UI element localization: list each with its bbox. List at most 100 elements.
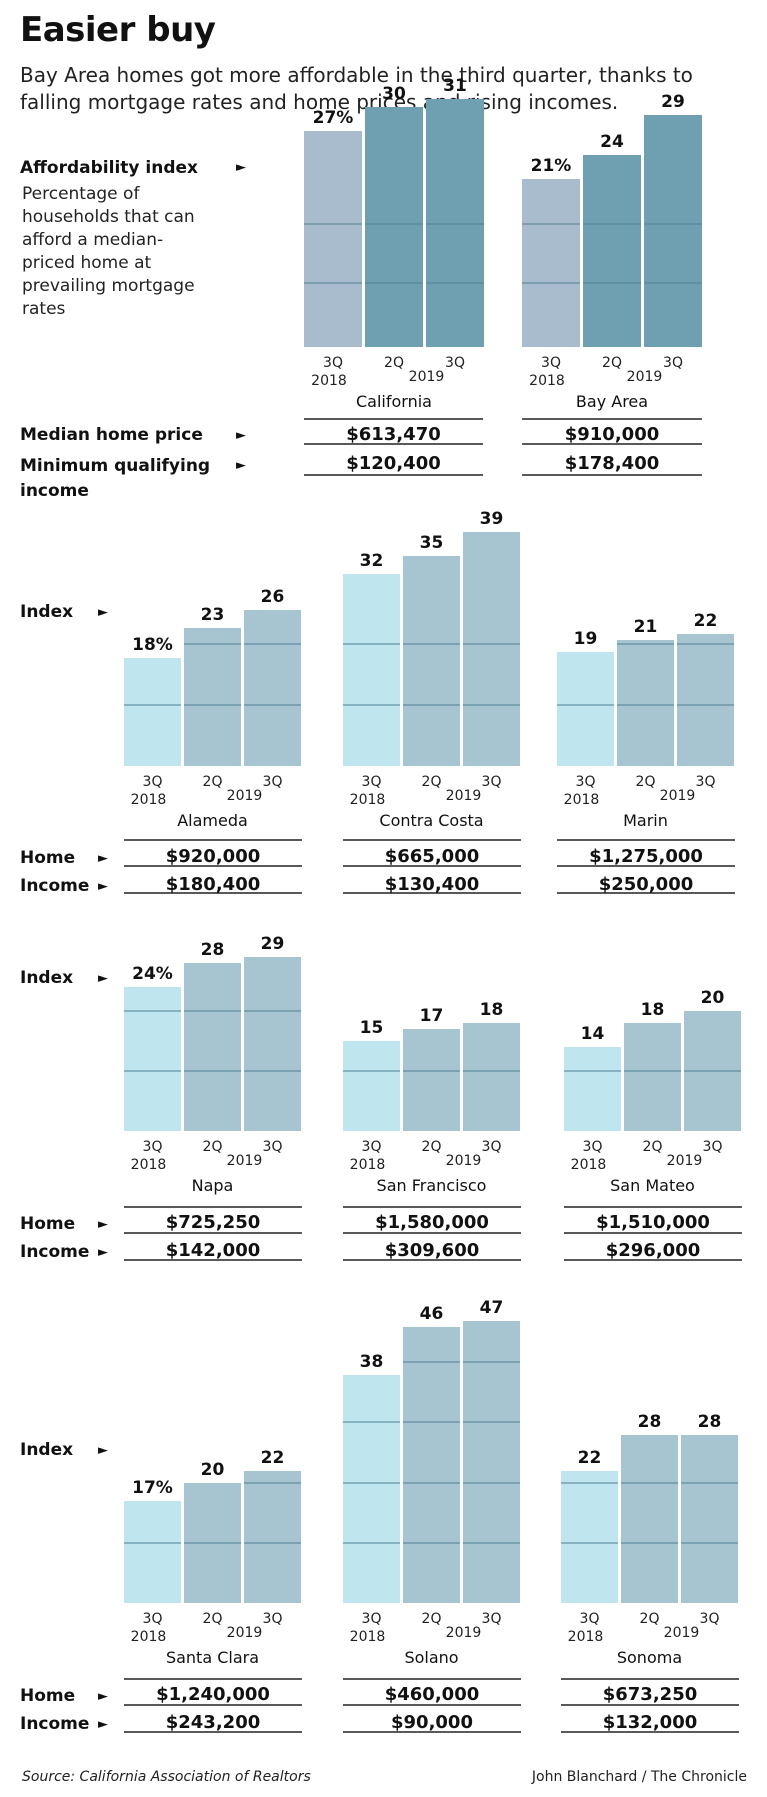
bar-value-label: 29 xyxy=(261,934,285,954)
tick-label-quarter: 2Q xyxy=(203,1611,223,1627)
tick-label-quarter: 2Q xyxy=(640,1611,660,1627)
tick-label-year: 2018 xyxy=(350,792,386,808)
tick-label-year: 2019 xyxy=(664,1625,700,1641)
affordability-index-label: Affordability index xyxy=(20,158,199,178)
home-label: Home xyxy=(20,1686,76,1706)
affordability-description: Percentage of households that can afford… xyxy=(22,184,195,319)
bar-value-label: 22 xyxy=(694,611,718,631)
income-label: Income xyxy=(20,1242,90,1262)
bar-value-label: 17 xyxy=(420,1006,444,1026)
arrow-icon: ► xyxy=(98,879,108,894)
tick-label-quarter: 3Q xyxy=(541,355,561,371)
bar-value-label: 22 xyxy=(261,1448,285,1468)
source-note: Source: California Association of Realto… xyxy=(22,1769,311,1785)
region-label: Contra Costa xyxy=(379,811,483,830)
bar-marin xyxy=(677,634,734,766)
bar-value-label: 20 xyxy=(201,1460,225,1480)
credit-note: John Blanchard / The Chronicle xyxy=(531,1769,747,1785)
tick-label-year: 2019 xyxy=(227,1625,263,1641)
bar-bay-area xyxy=(644,115,702,347)
bar-napa xyxy=(124,987,181,1131)
arrow-icon: ► xyxy=(236,160,246,175)
income-value-santa-clara: $243,200 xyxy=(165,1712,261,1733)
tick-label-quarter: 2Q xyxy=(422,774,442,790)
bar-value-label: 18 xyxy=(480,1000,504,1020)
bar-value-label: 47 xyxy=(480,1298,504,1318)
home-value-contra-costa: $665,000 xyxy=(384,846,480,867)
bar-sonoma xyxy=(561,1471,618,1603)
tick-label-year: 2018 xyxy=(131,1629,167,1645)
tick-label-quarter: 2Q xyxy=(643,1139,663,1155)
bar-value-label: 46 xyxy=(420,1304,444,1324)
region-label: Sonoma xyxy=(617,1648,682,1667)
arrow-icon: ► xyxy=(98,1443,108,1458)
bar-solano xyxy=(463,1321,520,1603)
bar-napa xyxy=(184,963,241,1131)
arrow-icon: ► xyxy=(236,458,246,473)
bar-napa xyxy=(244,957,301,1131)
region-label: Santa Clara xyxy=(166,1648,259,1667)
region-label: Solano xyxy=(404,1648,458,1667)
bar-contra-costa xyxy=(343,574,400,766)
bar-california xyxy=(426,99,484,347)
tick-label-quarter: 3Q xyxy=(323,355,343,371)
home-label: Home xyxy=(20,848,76,868)
home-value-san-mateo: $1,510,000 xyxy=(596,1212,710,1233)
tick-label-quarter: 2Q xyxy=(384,355,404,371)
bar-alameda xyxy=(184,628,241,766)
tick-label-year: 2019 xyxy=(227,788,263,804)
tick-label-quarter: 3Q xyxy=(263,1611,283,1627)
tick-label-quarter: 3Q xyxy=(362,774,382,790)
tick-label-year: 2019 xyxy=(627,369,663,385)
tick-label-quarter: 2Q xyxy=(203,1139,223,1155)
tick-label-year: 2018 xyxy=(564,792,600,808)
tick-label-quarter: 3Q xyxy=(576,774,596,790)
bar-value-label: 20 xyxy=(701,988,725,1008)
tick-label-quarter: 3Q xyxy=(482,1139,502,1155)
income-label: Income xyxy=(20,1714,90,1734)
region-label: Napa xyxy=(192,1176,234,1195)
bar-value-label: 28 xyxy=(201,940,225,960)
home-value-california: $613,470 xyxy=(346,424,441,445)
region-label: San Mateo xyxy=(610,1176,695,1195)
arrow-icon: ► xyxy=(98,1245,108,1260)
tick-label-quarter: 3Q xyxy=(263,1139,283,1155)
tick-label-quarter: 3Q xyxy=(362,1139,382,1155)
bar-value-label: 28 xyxy=(638,1412,662,1432)
home-value-napa: $725,250 xyxy=(165,1212,261,1233)
arrow-icon: ► xyxy=(236,428,246,443)
bar-san-francisco xyxy=(463,1023,520,1131)
bar-san-francisco xyxy=(403,1029,460,1131)
tick-label-year: 2018 xyxy=(311,373,347,389)
min-qualifying-income-label: Minimum qualifying income xyxy=(20,456,211,501)
tick-label-year: 2018 xyxy=(350,1157,386,1173)
tick-label-quarter: 2Q xyxy=(422,1139,442,1155)
home-value-alameda: $920,000 xyxy=(165,846,261,867)
median-home-price-label: Median home price xyxy=(20,425,203,445)
bar-value-label: 19 xyxy=(574,629,598,649)
bar-san-francisco xyxy=(343,1041,400,1131)
tick-label-year: 2019 xyxy=(446,1625,482,1641)
bar-sonoma xyxy=(681,1435,738,1603)
bar-santa-clara xyxy=(124,1501,181,1603)
bar-value-label: 39 xyxy=(480,509,504,529)
tick-label-quarter: 2Q xyxy=(422,1611,442,1627)
region-label: California xyxy=(356,392,432,411)
region-label: Marin xyxy=(623,811,668,830)
bar-value-label: 23 xyxy=(201,605,225,625)
tick-label-year: 2019 xyxy=(227,1153,263,1169)
bar-value-label: 27% xyxy=(313,108,354,128)
bar-value-label: 24% xyxy=(132,964,173,984)
tick-label-year: 2018 xyxy=(529,373,565,389)
tick-label-year: 2019 xyxy=(660,788,696,804)
region-label: Bay Area xyxy=(576,392,648,411)
bar-value-label: 29 xyxy=(661,92,685,112)
arrow-icon: ► xyxy=(98,1217,108,1232)
region-label: Alameda xyxy=(177,811,248,830)
income-value-sonoma: $132,000 xyxy=(602,1712,698,1733)
bar-value-label: 21 xyxy=(634,617,658,637)
tick-label-quarter: 3Q xyxy=(263,774,283,790)
tick-label-quarter: 3Q xyxy=(362,1611,382,1627)
bar-san-mateo xyxy=(624,1023,681,1131)
arrow-icon: ► xyxy=(98,605,108,620)
